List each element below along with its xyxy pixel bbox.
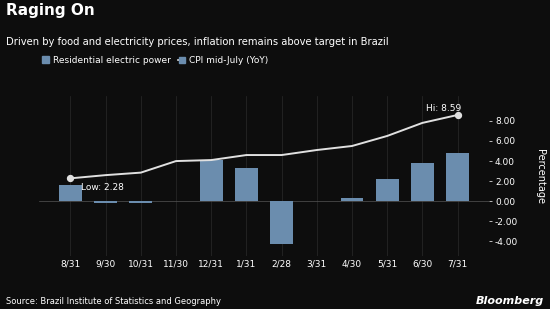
Text: Source: Brazil Institute of Statistics and Geography: Source: Brazil Institute of Statistics a… (6, 297, 221, 306)
Point (66, 176, 75, 181)
Text: Driven by food and electricity prices, inflation remains above target in Brazil: Driven by food and electricity prices, i… (6, 37, 388, 47)
Bar (200, 160, 223, 201)
Y-axis label: Percentage: Percentage (535, 149, 545, 204)
Text: Hi: 8.59: Hi: 8.59 (426, 104, 461, 113)
Bar (376, 179, 399, 201)
Bar (446, 153, 469, 201)
Text: Low: 2.28: Low: 2.28 (81, 183, 124, 193)
Bar (129, 201, 152, 203)
Bar (411, 163, 434, 201)
Bar (235, 168, 258, 201)
Bar (270, 201, 293, 244)
Bar (340, 198, 364, 201)
Text: Bloomberg: Bloomberg (476, 296, 544, 306)
Text: Raging On: Raging On (6, 3, 94, 18)
Point (453, 112, 462, 117)
Bar (94, 201, 117, 203)
Legend: Residential electric power, CPI mid-July (YoY): Residential electric power, CPI mid-July… (39, 52, 272, 68)
Bar (59, 185, 82, 201)
